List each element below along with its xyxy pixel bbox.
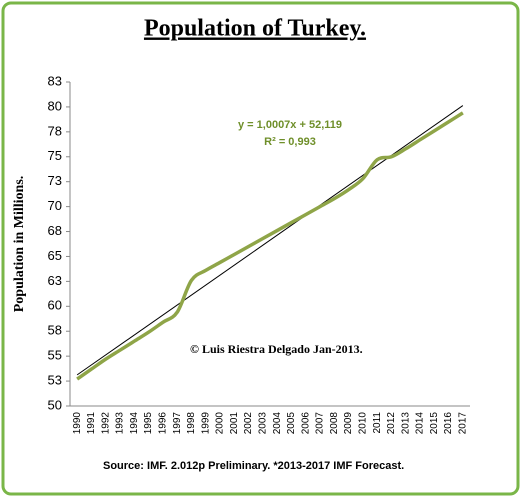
copyright: © Luis Riestra Delgado Jan-2013.: [190, 342, 363, 356]
y-tick-label: 80: [48, 98, 62, 113]
y-tick-label: 58: [48, 323, 62, 338]
y-tick-label: 78: [48, 123, 62, 138]
x-tick-label: 1994: [129, 412, 140, 435]
y-tick-label: 75: [48, 148, 62, 163]
x-tick-label: 2017: [457, 412, 468, 435]
x-tick-label: 2003: [257, 412, 268, 435]
x-tick-label: 2008: [329, 412, 340, 435]
y-tick-label: 68: [48, 223, 62, 238]
trend-equation: y = 1,0007x + 52,119: [238, 119, 342, 131]
chart-title: Population of Turkey.: [144, 16, 366, 42]
y-tick-label: 60: [48, 298, 62, 313]
y-tick-label: 53: [48, 373, 62, 388]
y-tick-label: 70: [48, 198, 62, 213]
x-tick-label: 1993: [115, 412, 126, 435]
x-tick-label: 2010: [357, 412, 368, 435]
x-tick-label: 2002: [243, 412, 254, 435]
y-tick-label: 55: [48, 348, 62, 363]
trend-r2: R² = 0,993: [264, 136, 316, 148]
y-tick-label: 63: [48, 273, 62, 288]
y-axis-label: Population in Millions.: [12, 176, 27, 313]
data-line: [76, 111, 464, 381]
x-tick-label: 2011: [372, 412, 383, 434]
x-tick-label: 1998: [186, 412, 197, 435]
x-tick-label: 2007: [315, 412, 326, 435]
x-tick-label: 2000: [215, 412, 226, 435]
x-tick-label: 2016: [443, 412, 454, 435]
x-tick-label: 1990: [72, 412, 83, 435]
x-tick-label: 2009: [343, 412, 354, 435]
x-tick-label: 1996: [157, 412, 168, 435]
x-tick-label: 2012: [386, 412, 397, 435]
y-tick-label: 83: [48, 73, 62, 88]
y-tick-label: 50: [48, 397, 62, 412]
trendline: [76, 105, 464, 376]
x-tick-label: 2006: [300, 412, 311, 435]
y-tick-label: 73: [48, 173, 62, 188]
x-tick-label: 2004: [272, 412, 283, 435]
x-tick-label: 1992: [100, 412, 111, 435]
x-tick-label: 2015: [429, 412, 440, 435]
x-tick-label: 2005: [286, 412, 297, 435]
x-tick-label: 2013: [400, 412, 411, 435]
x-tick-label: 1999: [200, 412, 211, 435]
x-tick-label: 2014: [415, 412, 426, 435]
x-tick-label: 1995: [143, 412, 154, 435]
x-tick-label: 1991: [86, 412, 97, 435]
source-note: Source: IMF. 2.012p Preliminary. *2013-2…: [103, 460, 404, 472]
x-tick-label: 1997: [172, 412, 183, 435]
y-tick-label: 65: [48, 248, 62, 263]
x-tick-label: 2001: [229, 412, 240, 435]
